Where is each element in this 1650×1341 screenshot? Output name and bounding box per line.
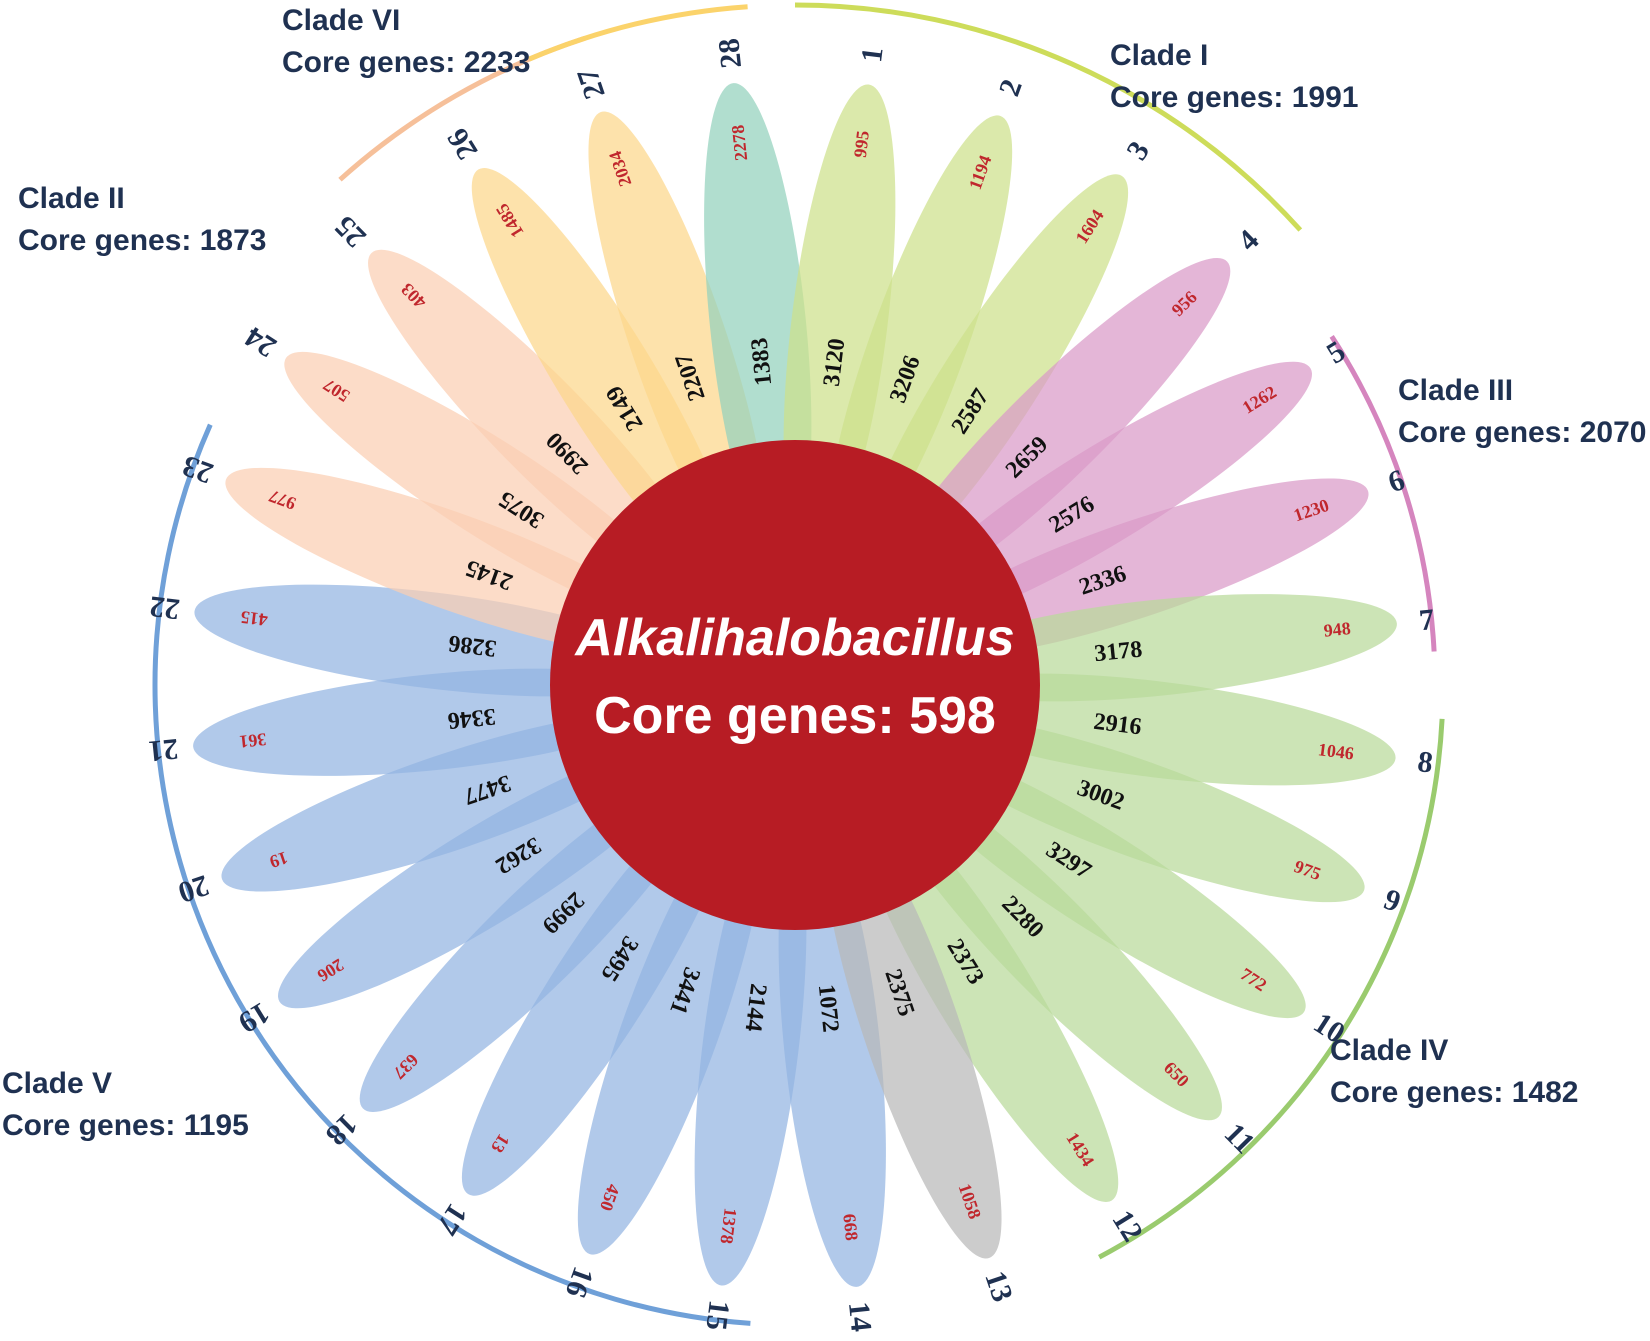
clade-vi-name: Clade VI [282, 4, 401, 37]
petal-24-number: 24 [239, 320, 282, 364]
petal-5-number: 5 [1321, 335, 1351, 371]
clade-iii-name: Clade III [1398, 374, 1514, 407]
clade-label-ii: Clade II Core genes: 1873 [18, 178, 266, 262]
petal-21-number: 21 [147, 732, 180, 768]
petal-21-total: 3346 [446, 703, 496, 734]
petal-28-total: 1383 [746, 336, 777, 386]
petal-18-number: 18 [319, 1107, 364, 1152]
clade-i-core: Core genes: 1991 [1110, 81, 1359, 114]
petal-22-total: 3286 [447, 630, 498, 662]
petal-20-unique: 19 [267, 848, 290, 873]
clade-arc-4 [1098, 718, 1445, 1260]
clade-i-name: Clade I [1110, 39, 1209, 72]
petal-7-unique: 948 [1323, 618, 1352, 641]
clade-v-core: Core genes: 1195 [2, 1109, 249, 1142]
petal-6-number: 6 [1384, 463, 1409, 499]
petal-8-total: 2916 [1092, 709, 1143, 741]
petal-3-number: 3 [1120, 135, 1156, 165]
petal-15-number: 15 [699, 1298, 735, 1332]
center-circle-group: Alkalihalobacillus Core genes: 598 [550, 440, 1040, 930]
clade-arc-5 [152, 423, 751, 1326]
center-core-genes: Core genes: 598 [594, 687, 996, 745]
petal-2-number: 2 [993, 75, 1029, 100]
clade-iii-core: Core genes: 2070 [1398, 416, 1647, 449]
clade-v-name: Clade V [2, 1067, 113, 1100]
petal-8-unique: 1046 [1317, 739, 1355, 763]
clade-vi-core: Core genes: 2233 [282, 46, 531, 79]
petal-22-number: 22 [148, 589, 182, 625]
clade-arcs [152, 2, 1445, 1326]
petal-15-unique: 1378 [716, 1207, 740, 1245]
petal-13-number: 13 [978, 1267, 1019, 1306]
petal-20-number: 20 [174, 868, 213, 909]
clade-iv-core: Core genes: 1482 [1330, 1076, 1579, 1109]
clade-label-i: Clade I Core genes: 1991 [1110, 35, 1358, 119]
clade-arc-1 [794, 2, 1303, 232]
petal-8-number: 8 [1416, 745, 1435, 780]
petal-28-number: 28 [712, 37, 748, 70]
clade-label-iii: Clade III Core genes: 2070 [1398, 370, 1646, 454]
clade-arc-6 [528, 4, 748, 62]
petal-1-unique: 995 [850, 129, 873, 158]
petal-15-total: 2144 [740, 982, 772, 1033]
clade-label-iv: Clade IV Core genes: 1482 [1330, 1030, 1578, 1114]
petal-14-number: 14 [842, 1300, 878, 1333]
clade-ii-name: Clade II [18, 182, 125, 215]
petal-1-total: 3120 [819, 337, 851, 388]
clade-arc-3 [1329, 335, 1437, 652]
petal-7-number: 7 [1418, 603, 1436, 637]
petal-26-number: 26 [441, 123, 485, 166]
clade-ii-core: Core genes: 1873 [18, 224, 267, 257]
petal-7-total: 3178 [1093, 636, 1143, 667]
clade-label-v: Clade V Core genes: 1195 [2, 1063, 249, 1147]
petal-14-unique: 668 [839, 1213, 862, 1242]
petal-23-number: 23 [178, 449, 217, 490]
petal-28-unique: 2278 [728, 124, 752, 162]
center-genus: Alkalihalobacillus [573, 609, 1014, 667]
petal-21-unique: 361 [238, 729, 267, 752]
petal-4-number: 4 [1232, 223, 1266, 257]
clade-label-vi: Clade VI Core genes: 2233 [282, 0, 530, 84]
petal-16-number: 16 [559, 1263, 600, 1302]
center-circle [550, 440, 1040, 930]
petal-1-number: 1 [855, 45, 890, 64]
petal-22-unique: 415 [239, 607, 268, 630]
petal-27-number: 27 [571, 64, 612, 103]
petal-14-total: 1072 [813, 983, 844, 1033]
petal-25-number: 25 [328, 209, 373, 254]
clade-iv-name: Clade IV [1330, 1034, 1449, 1067]
petal-11-number: 11 [1218, 1117, 1261, 1160]
petal-12-number: 12 [1106, 1205, 1150, 1248]
